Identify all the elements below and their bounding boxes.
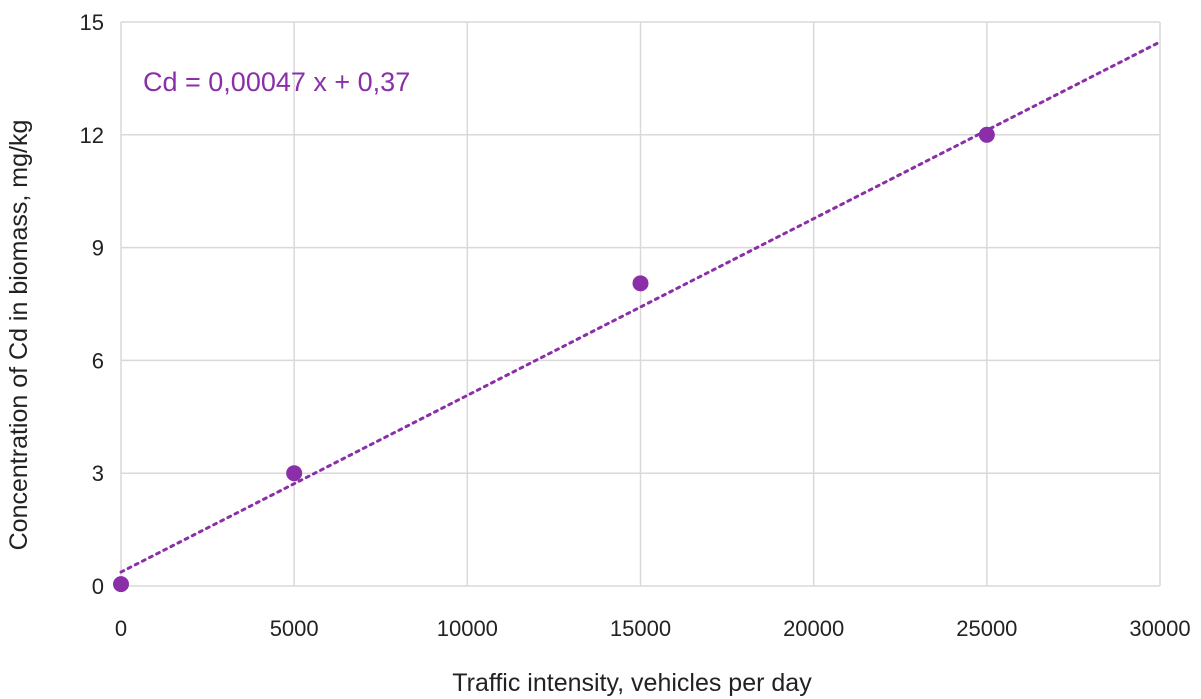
data-point-0 xyxy=(113,576,129,593)
x-tick-label-5: 25000 xyxy=(956,616,1017,641)
y-tick-label-4: 12 xyxy=(80,123,104,148)
data-point-3 xyxy=(978,126,995,143)
grid xyxy=(120,21,1161,587)
x-tick-label-1: 5000 xyxy=(270,616,319,641)
trendline-equation: Cd = 0,00047 x + 0,37 xyxy=(143,67,410,97)
y-tick-label-5: 15 xyxy=(80,10,104,35)
data-series xyxy=(113,126,995,593)
y-axis-title: Concentration of Cd in biomass, mg/kg xyxy=(5,120,33,551)
x-axis-title: Traffic intensity, vehicles per day xyxy=(452,669,812,697)
y-tick-label-0: 0 xyxy=(92,574,104,599)
data-point-1 xyxy=(286,465,303,482)
x-tick-label-0: 0 xyxy=(115,616,127,641)
data-point-2 xyxy=(632,275,649,292)
x-axis: 0 5000 10000 15000 20000 25000 30000 xyxy=(115,616,1191,641)
x-tick-label-4: 20000 xyxy=(783,616,844,641)
y-tick-label-3: 9 xyxy=(92,236,104,261)
y-tick-label-1: 3 xyxy=(92,461,104,486)
x-tick-label-3: 15000 xyxy=(610,616,671,641)
x-tick-label-2: 10000 xyxy=(437,616,498,641)
y-tick-label-2: 6 xyxy=(92,348,104,373)
x-tick-label-6: 30000 xyxy=(1129,616,1190,641)
y-axis: 0 3 6 9 12 15 xyxy=(80,10,104,599)
